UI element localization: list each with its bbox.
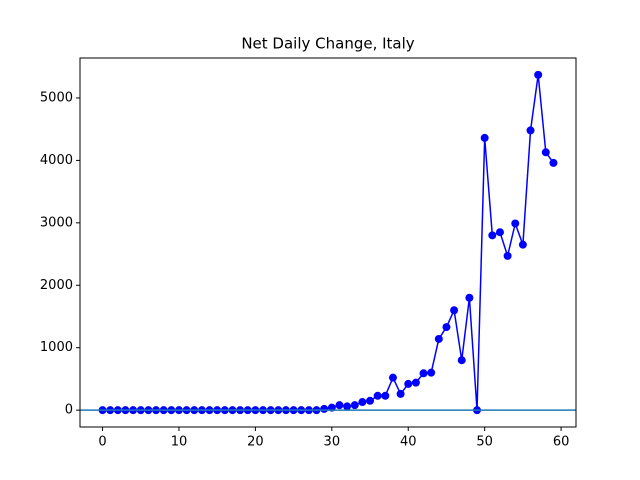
point — [465, 293, 474, 302]
point — [434, 334, 443, 343]
point — [373, 391, 382, 400]
point — [335, 401, 344, 410]
point — [450, 306, 459, 315]
point — [541, 148, 550, 157]
point — [419, 369, 428, 378]
chart-title: Net Daily Change, Italy — [241, 35, 414, 53]
y-tick-label: 0 — [65, 403, 73, 418]
point — [488, 231, 497, 240]
point — [396, 389, 405, 398]
point — [381, 391, 390, 400]
y-tick-label: 5000 — [40, 90, 73, 105]
y-tick-label: 2000 — [40, 278, 73, 293]
point — [411, 378, 420, 387]
point — [427, 368, 436, 377]
point — [320, 404, 329, 413]
point — [534, 70, 543, 79]
point — [358, 398, 367, 407]
point — [388, 373, 397, 382]
y-tick-label: 4000 — [40, 153, 73, 168]
x-tick-label: 0 — [98, 435, 106, 450]
point — [350, 401, 359, 410]
point — [366, 396, 375, 405]
x-tick-label: 20 — [247, 435, 264, 450]
point — [511, 219, 520, 228]
x-tick-label: 40 — [400, 435, 417, 450]
point — [549, 158, 558, 167]
point — [343, 402, 352, 411]
y-tick-label: 3000 — [40, 215, 73, 230]
x-tick-label: 10 — [171, 435, 188, 450]
plot-frame — [79, 57, 577, 428]
x-tick-label: 30 — [324, 435, 341, 450]
y-tick-label: 1000 — [40, 340, 73, 355]
point — [518, 240, 527, 249]
x-tick-label: 60 — [553, 435, 570, 450]
point — [495, 228, 504, 237]
point — [457, 356, 466, 365]
point — [480, 133, 489, 142]
point — [503, 251, 512, 260]
point — [404, 379, 413, 388]
x-tick-label: 50 — [476, 435, 493, 450]
point — [442, 323, 451, 332]
point — [526, 126, 535, 135]
